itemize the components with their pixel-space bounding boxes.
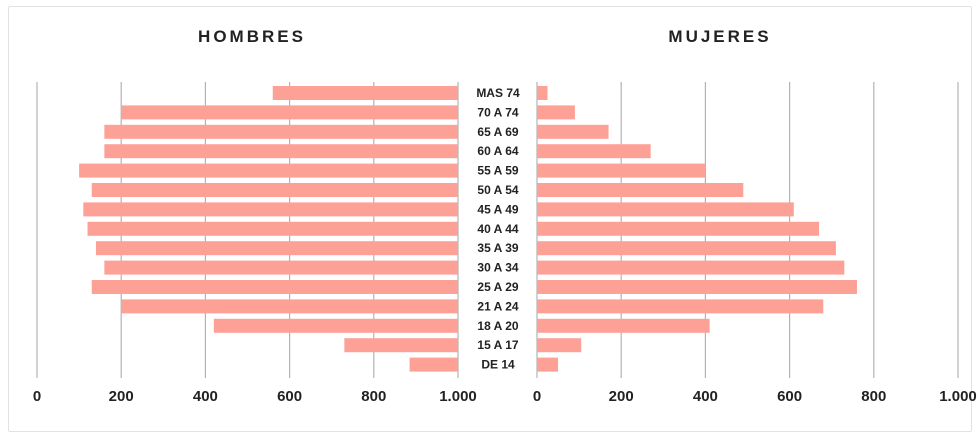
- age-group-label: 70 A 74: [477, 105, 518, 119]
- mujeres-title: MUJERES: [668, 27, 771, 46]
- bar-hombres: [91, 280, 458, 294]
- age-group-label: 65 A 69: [477, 125, 518, 139]
- bar-mujeres: [537, 318, 710, 333]
- age-group-labels: MAS 74 70 A 74 65 A 69 60 A 64 55 A 59 50 A 5…: [476, 86, 520, 372]
- age-group-label: 21 A 24: [477, 299, 518, 313]
- bar-hombres: [83, 202, 458, 217]
- bar-mujeres: [537, 86, 548, 100]
- mujeres-bars: [537, 86, 857, 372]
- tick-label-right: 800: [861, 388, 886, 405]
- bar-hombres: [121, 105, 458, 120]
- bar-hombres: [272, 86, 458, 100]
- bar-mujeres: [537, 357, 559, 372]
- tick-label-left: 600: [277, 388, 302, 405]
- age-group-label: 55 A 59: [477, 164, 518, 178]
- tick-label-left: 1.000: [439, 388, 477, 405]
- bar-mujeres: [537, 260, 845, 275]
- bar-hombres: [409, 357, 458, 372]
- tick-label-left: 800: [361, 388, 386, 405]
- bar-mujeres: [537, 183, 744, 197]
- right-axis-ticks: 0 200 400 600 800 1.000: [533, 388, 977, 405]
- tick-label-right: 400: [693, 388, 718, 405]
- left-axis-ticks: 1.000 800 600 400 200 0: [33, 388, 477, 405]
- age-group-label: MAS 74: [476, 86, 520, 100]
- tick-label-right: 0: [533, 388, 541, 405]
- age-group-label: 60 A 64: [477, 144, 518, 158]
- bar-hombres: [104, 144, 459, 159]
- bar-mujeres: [537, 221, 820, 236]
- hombres-title: HOMBRES: [198, 27, 306, 46]
- bar-mujeres: [537, 241, 836, 256]
- bar-mujeres: [537, 338, 582, 353]
- bar-hombres: [104, 124, 459, 139]
- chart-frame: [8, 6, 972, 432]
- age-group-label: 50 A 54: [477, 183, 518, 197]
- bar-mujeres: [537, 280, 857, 294]
- bar-hombres: [121, 299, 458, 314]
- age-group-label: 35 A 39: [477, 241, 518, 255]
- age-group-label: 18 A 20: [477, 319, 518, 333]
- bar-hombres: [87, 221, 459, 236]
- age-group-label: 40 A 44: [477, 222, 518, 236]
- bar-hombres: [213, 318, 458, 333]
- age-group-label: DE 14: [481, 358, 515, 372]
- bar-mujeres: [537, 144, 651, 159]
- age-group-label: 15 A 17: [477, 338, 518, 352]
- bar-hombres: [104, 260, 459, 275]
- hombres-bars: [79, 86, 459, 372]
- tick-label-right: 1.000: [939, 388, 977, 405]
- bar-hombres: [95, 241, 458, 256]
- bar-mujeres: [537, 299, 824, 314]
- bar-mujeres: [537, 202, 794, 217]
- tick-label-right: 200: [609, 388, 634, 405]
- bar-mujeres: [537, 163, 706, 178]
- bar-mujeres: [537, 105, 575, 120]
- bar-hombres: [79, 163, 458, 178]
- bar-hombres: [91, 183, 458, 197]
- tick-label-left: 200: [109, 388, 134, 405]
- tick-label-left: 0: [33, 388, 41, 405]
- bar-mujeres: [537, 124, 609, 139]
- bar-hombres: [344, 338, 458, 353]
- tick-label-right: 600: [777, 388, 802, 405]
- age-group-label: 25 A 29: [477, 280, 518, 294]
- age-group-label: 45 A 49: [477, 202, 518, 216]
- age-group-label: 30 A 34: [477, 261, 518, 275]
- tick-label-left: 400: [193, 388, 218, 405]
